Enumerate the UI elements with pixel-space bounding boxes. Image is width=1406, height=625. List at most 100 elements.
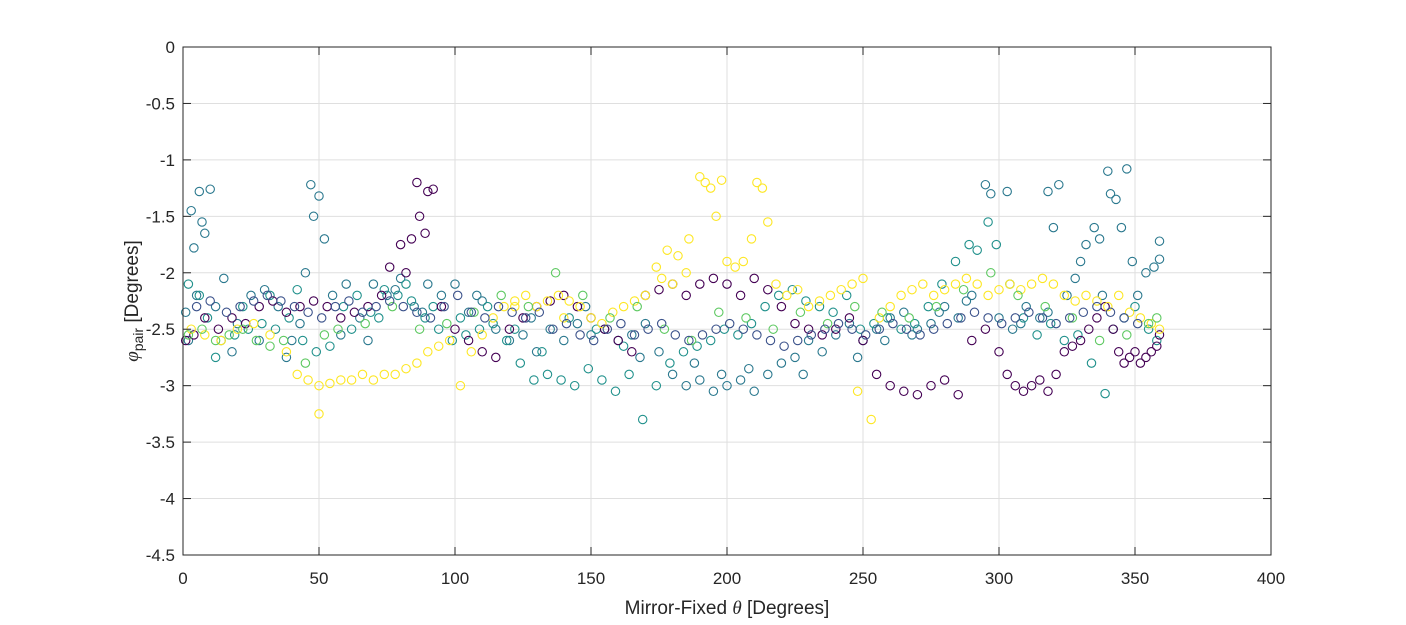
data-point <box>958 284 969 295</box>
data-point <box>599 324 610 334</box>
data-point <box>472 290 482 301</box>
data-point <box>327 290 338 301</box>
data-point <box>597 375 607 385</box>
data-point <box>953 389 963 400</box>
data-point <box>850 301 860 312</box>
data-point <box>412 358 422 368</box>
data-point <box>972 245 982 255</box>
data-point <box>681 268 691 278</box>
data-point <box>654 284 664 295</box>
data-point <box>371 301 381 312</box>
data-point <box>363 335 373 346</box>
data-point <box>724 318 735 329</box>
data-point <box>311 347 322 357</box>
y-tick-label: -1 <box>160 151 175 170</box>
data-point <box>953 313 963 323</box>
data-point <box>420 313 430 323</box>
data-point <box>937 279 947 289</box>
data-point <box>752 330 762 340</box>
data-point <box>967 335 977 346</box>
data-point <box>390 284 400 295</box>
data-point <box>738 324 749 334</box>
y-tick-label: -3.5 <box>146 433 175 452</box>
data-point <box>608 307 618 318</box>
data-point <box>300 268 311 278</box>
data-point <box>662 245 672 255</box>
data-point <box>1064 313 1075 323</box>
data-point <box>1075 256 1086 267</box>
data-point <box>1154 254 1165 264</box>
data-point <box>510 296 520 306</box>
data-point <box>651 262 662 272</box>
data-point <box>1024 307 1034 318</box>
data-point <box>1103 301 1113 312</box>
data-point <box>831 324 841 334</box>
data-point <box>319 330 330 340</box>
data-point <box>450 324 460 334</box>
data-point <box>1043 307 1053 318</box>
data-point <box>1135 313 1146 323</box>
data-point <box>814 301 825 312</box>
data-point <box>189 330 199 340</box>
data-point <box>491 352 501 363</box>
data-point <box>395 239 406 250</box>
data-point <box>336 330 346 340</box>
data-point <box>801 296 811 306</box>
data-point <box>885 380 895 391</box>
data-point <box>735 290 746 301</box>
data-point <box>308 211 319 222</box>
data-point <box>1084 324 1094 334</box>
data-point <box>869 318 879 329</box>
x-tick-label: 250 <box>849 569 877 588</box>
data-point <box>741 313 751 323</box>
data-point <box>504 324 515 334</box>
data-point <box>733 330 743 340</box>
data-point <box>414 324 425 334</box>
data-point <box>714 307 724 318</box>
data-point <box>705 183 716 193</box>
data-point <box>1073 330 1083 340</box>
data-point <box>564 296 574 306</box>
data-point <box>281 307 292 318</box>
data-point <box>474 324 485 334</box>
data-point <box>300 358 311 368</box>
data-point <box>1146 318 1157 329</box>
data-point <box>346 375 357 385</box>
data-point <box>360 318 370 329</box>
data-point <box>852 352 863 363</box>
data-point <box>749 386 759 397</box>
x-axis-label-symbol: θ <box>732 598 741 619</box>
y-axis-label-symbol: φ <box>122 351 143 362</box>
data-point <box>341 279 351 289</box>
data-point <box>950 279 961 289</box>
x-axis-label: Mirror-Fixed θ [Degrees] <box>625 598 830 619</box>
data-point <box>735 375 746 385</box>
data-point <box>374 313 384 323</box>
data-point <box>542 369 553 380</box>
data-point <box>1094 234 1105 244</box>
data-point <box>1059 290 1070 301</box>
data-point <box>983 217 993 227</box>
x-tick-label: 100 <box>441 569 469 588</box>
data-point <box>303 375 313 385</box>
data-point <box>1002 186 1012 197</box>
data-point <box>564 313 574 323</box>
data-point <box>1035 375 1045 385</box>
data-point <box>697 330 708 340</box>
data-point <box>398 301 409 312</box>
data-point <box>325 341 335 351</box>
data-point <box>265 330 275 340</box>
data-point <box>1149 262 1159 272</box>
data-point <box>491 324 501 334</box>
y-tick-label: -1.5 <box>146 207 175 226</box>
data-point <box>406 296 417 306</box>
data-point <box>763 284 773 295</box>
data-point <box>542 296 553 306</box>
data-point <box>523 301 534 312</box>
data-point <box>1154 236 1165 246</box>
data-point <box>847 324 857 334</box>
data-point <box>885 313 895 323</box>
data-point <box>901 324 912 334</box>
data-point <box>1002 369 1012 380</box>
data-point <box>463 335 474 346</box>
